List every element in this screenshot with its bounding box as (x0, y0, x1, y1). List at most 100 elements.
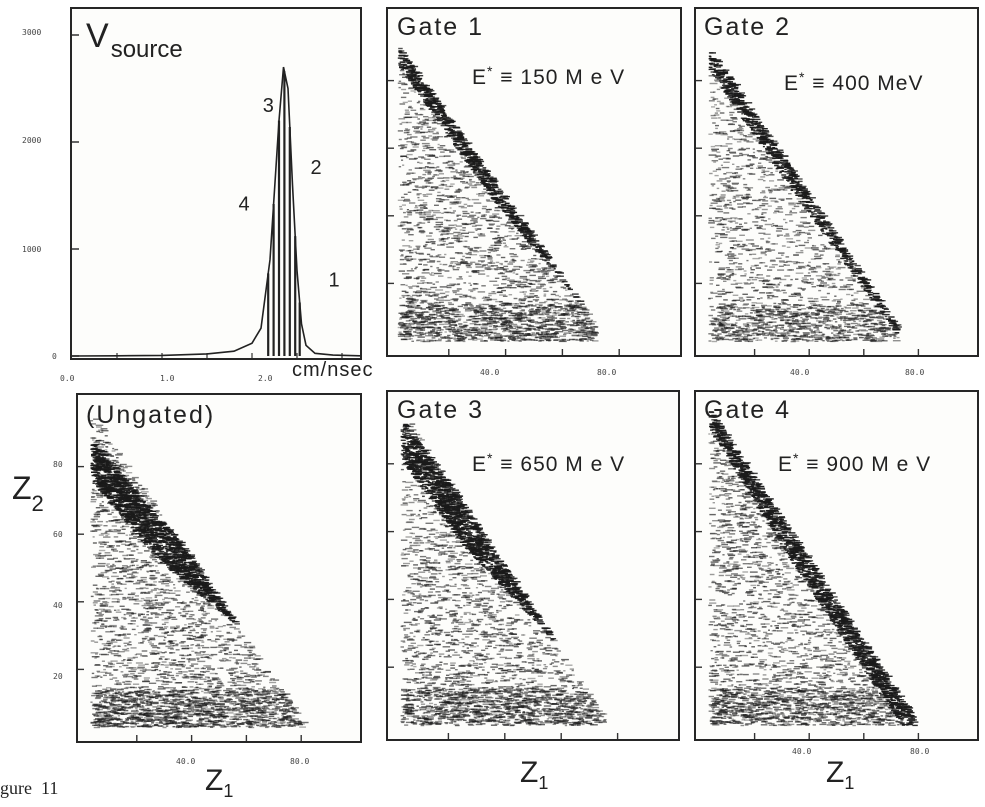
scatter-point (506, 322, 513, 324)
scatter-point (723, 78, 729, 80)
scatter-point (799, 231, 806, 234)
scatter-point (414, 291, 422, 294)
scatter-point (507, 336, 516, 338)
scatter-point (553, 302, 559, 304)
scatter-point (769, 312, 775, 315)
scatter-point (747, 188, 751, 190)
scatter-point (722, 79, 728, 82)
scatter-point (530, 308, 534, 310)
scatter-point (746, 147, 750, 150)
scatter-point (797, 287, 802, 289)
scatter-point (425, 90, 430, 92)
scatter-point (767, 296, 770, 298)
scatter-point (428, 135, 433, 137)
scatter-point (536, 268, 541, 270)
scatter-point (493, 321, 501, 324)
scatter-point (753, 329, 758, 331)
scatter-point (467, 175, 474, 178)
scatter-point (400, 96, 407, 99)
scatter-point (728, 276, 731, 279)
scatter-point (516, 334, 519, 337)
scatter-point (400, 68, 404, 71)
scatter-point (553, 332, 559, 335)
scatter-point (725, 275, 731, 277)
scatter-point (398, 47, 403, 50)
scatter-point (769, 260, 776, 262)
scatter-point (814, 314, 819, 316)
scatter-point (424, 118, 429, 121)
scatter-point (502, 209, 511, 212)
scatter-point (441, 122, 449, 124)
scatter-point (545, 311, 550, 313)
scatter-point (502, 325, 508, 327)
scatter-point (434, 321, 441, 323)
scatter-point (401, 290, 407, 292)
scatter-point (481, 183, 485, 185)
scatter-point (501, 204, 506, 206)
scatter-point (839, 337, 847, 339)
scatter-point (503, 318, 511, 320)
scatter-point (765, 240, 769, 242)
scatter-point (801, 308, 807, 310)
scatter-point (446, 233, 454, 235)
scatter-point (731, 307, 734, 309)
scatter-point (494, 192, 498, 194)
scatter-point (416, 324, 424, 326)
scatter-point (802, 320, 808, 322)
gate2-panel: Gate 2 E* ≡ 400 MeV (694, 7, 979, 357)
scatter-point (780, 332, 789, 334)
scatter-point (406, 77, 413, 79)
scatter-point (721, 166, 730, 169)
scatter-point (405, 291, 409, 294)
scatter-point (717, 167, 721, 169)
scatter-point (411, 258, 417, 260)
scatter-point (527, 333, 531, 335)
scatter-point (737, 129, 745, 132)
scatter-point (399, 321, 404, 324)
scatter-point (427, 327, 435, 329)
scatter-point (715, 319, 719, 321)
scatter-point (405, 128, 411, 131)
scatter-point (795, 184, 803, 186)
scatter-point (868, 328, 876, 331)
scatter-point (870, 299, 877, 301)
scatter-point (404, 129, 410, 132)
scatter-point (427, 238, 434, 241)
scatter-point (476, 193, 480, 195)
scatter-point (738, 318, 747, 320)
scatter-point (436, 267, 440, 269)
scatter-point (474, 307, 482, 309)
scatter-point (507, 284, 513, 286)
scatter-point (798, 262, 804, 264)
scatter-point (461, 315, 465, 317)
scatter-point (425, 218, 430, 221)
scatter-point (473, 165, 479, 168)
scatter-point (458, 295, 462, 298)
scatter-point (454, 131, 460, 134)
scatter-point (399, 69, 405, 72)
scatter-point (449, 264, 453, 267)
scatter-point (549, 278, 558, 281)
scatter-point (436, 200, 442, 202)
scatter-point (712, 329, 720, 331)
scatter-point (535, 287, 542, 289)
scatter-point (416, 295, 421, 297)
scatter-point (444, 149, 451, 151)
scatter-point (500, 223, 508, 226)
scatter-point (781, 326, 784, 328)
vsource-gate-label-1: 1 (329, 269, 340, 291)
scatter-point (762, 282, 765, 285)
scatter-point (577, 331, 585, 333)
scatter-point (738, 218, 743, 220)
scatter-point (808, 211, 812, 213)
scatter-point (849, 262, 853, 264)
scatter-point (440, 233, 449, 235)
scatter-point (494, 339, 502, 341)
scatter-point (422, 311, 425, 313)
scatter-point (412, 86, 420, 88)
scatter-point (775, 208, 783, 210)
scatter-point (502, 268, 509, 270)
scatter-point (589, 321, 597, 323)
scatter-point (458, 133, 465, 135)
scatter-point (405, 300, 413, 303)
